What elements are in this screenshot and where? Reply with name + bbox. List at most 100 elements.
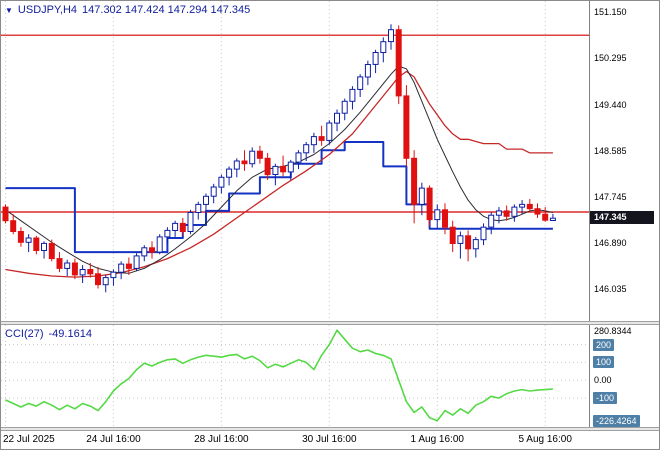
candle-body [95, 273, 101, 286]
cci-indicator-label: CCI(27) [5, 328, 44, 340]
time-axis-separator [1, 427, 659, 431]
time-axis-label: 22 Jul 2025 [3, 434, 55, 445]
candle-body [341, 100, 348, 114]
candle-body [48, 242, 55, 260]
candle-body [280, 165, 287, 173]
cci-indicator-pane[interactable] [1, 325, 589, 427]
candle-body [64, 262, 71, 269]
candle-body [488, 214, 495, 228]
main-chart-svg [1, 1, 589, 321]
candle-body [334, 112, 340, 124]
candle-body [295, 152, 302, 163]
candle-body [133, 255, 140, 269]
candle-body [542, 213, 549, 221]
cci-indicator-value: -49.1614 [48, 328, 92, 340]
time-axis-label: 28 Jul 16:00 [194, 434, 249, 445]
candle-body [426, 187, 433, 221]
candle-body [10, 220, 17, 232]
price-axis-label: 150.295 [594, 53, 627, 64]
current-price-tag: 147.345 [590, 211, 654, 225]
candle-body [303, 144, 310, 154]
candles-layer [2, 24, 556, 293]
candle-body [403, 95, 410, 159]
candle-body [357, 76, 364, 90]
candle-body [480, 226, 487, 241]
symbol-dropdown-icon[interactable]: ▼ [5, 5, 13, 15]
cci-axis-label: -226.4264 [593, 414, 640, 427]
candle-body [349, 88, 356, 102]
candle-body [511, 206, 518, 217]
candle-body [33, 237, 40, 251]
time-axis-label: 24 Jul 16:00 [86, 434, 141, 445]
candle-body [233, 160, 240, 170]
candle-body [195, 203, 202, 213]
price-axis-label: 147.745 [594, 191, 627, 202]
candle-body [179, 222, 186, 232]
candle-body [156, 236, 163, 253]
candle-body [465, 235, 472, 250]
candle-body [125, 263, 132, 269]
time-axis[interactable]: 22 Jul 2025 24 Jul 16:00 28 Jul 16:00 30 Ju… [1, 430, 659, 449]
candle-body [210, 186, 217, 197]
candle-body [272, 165, 279, 175]
candle-body [56, 258, 63, 269]
ohlc-values: 147.302 147.424 147.294 147.345 [82, 4, 251, 16]
cci-axis-label: 100 [593, 356, 615, 369]
candle-body [495, 210, 502, 216]
candle-body [372, 52, 379, 65]
candle-body [519, 203, 526, 208]
candle-body [226, 168, 233, 178]
candle-body [164, 229, 171, 238]
candle-body [310, 136, 317, 146]
candle-body [87, 269, 94, 275]
price-axis-label: 151.150 [594, 6, 627, 17]
main-chart-pane[interactable] [1, 1, 589, 321]
cci-axis[interactable]: 280.8344 200 100 0.00 -100 -226.4264 [590, 325, 659, 427]
candle-body [326, 122, 333, 141]
candle-body [256, 150, 263, 159]
candle-body [388, 29, 394, 43]
candle-body [203, 195, 209, 205]
candle-body [2, 206, 9, 222]
candle-body [141, 247, 148, 257]
cci-svg [1, 325, 589, 427]
price-axis[interactable]: 151.150 150.295 149.440 148.585 147.745 146.8… [590, 1, 659, 321]
candle-body [71, 262, 78, 276]
candle-body [395, 29, 402, 97]
candle-body [449, 226, 456, 244]
candle-body [249, 150, 256, 165]
candle-body [218, 176, 225, 188]
candle-body [264, 157, 271, 176]
chart-legend: ▼ USDJPY,H4 147.302 147.424 147.294 147.… [5, 4, 250, 16]
candle-body [41, 242, 47, 251]
cci-axis-label: 200 [593, 338, 615, 351]
candle-body [442, 209, 448, 228]
time-axis-label: 30 Jul 16:00 [302, 434, 357, 445]
time-axis-label: 5 Aug 16:00 [518, 434, 572, 445]
candle-body [472, 239, 479, 250]
pane-splitter[interactable] [1, 321, 659, 325]
cci-legend: CCI(27) -49.1614 [5, 328, 92, 340]
candle-body [110, 271, 117, 279]
axis-separator-line [589, 1, 590, 427]
candle-body [503, 210, 510, 217]
candle-body [118, 263, 125, 273]
cci-axis-label: 0.00 [594, 375, 612, 386]
time-axis-label: 1 Aug 16:00 [410, 434, 464, 445]
price-axis-label: 149.440 [594, 99, 627, 110]
candle-body [172, 222, 179, 231]
price-axis-label: 146.035 [594, 284, 627, 295]
candle-body [526, 203, 533, 210]
candle-body [418, 187, 425, 205]
candle-body [241, 160, 248, 165]
candle-body [318, 136, 325, 141]
price-axis-label: 146.890 [594, 237, 627, 248]
candle-body [364, 64, 371, 78]
candle-body [17, 231, 24, 243]
candle-body [411, 157, 418, 205]
cci-axis-label: -100 [593, 392, 618, 405]
price-axis-label: 148.585 [594, 145, 627, 156]
candle-body [549, 217, 556, 221]
candle-body [187, 212, 194, 232]
